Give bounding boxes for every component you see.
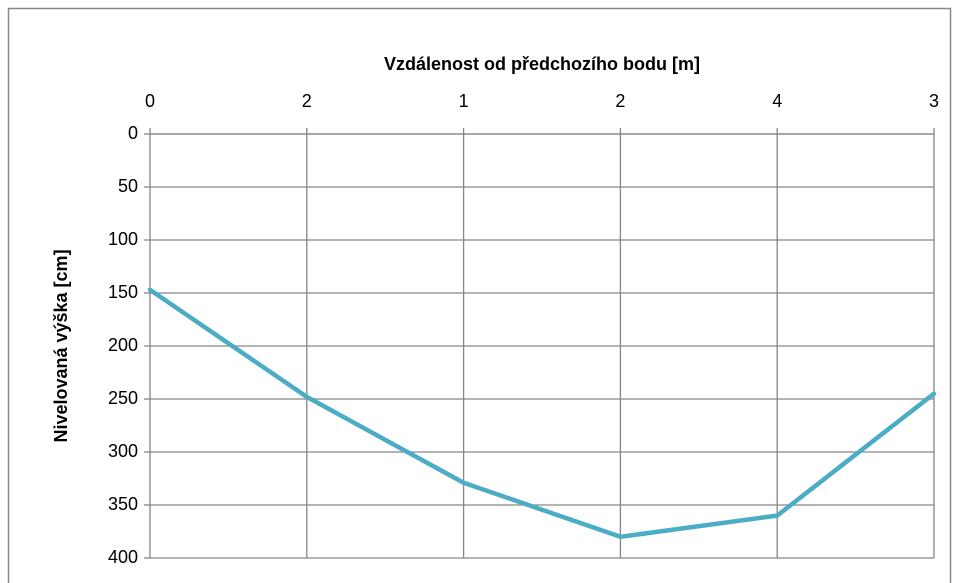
x-tick-label: 2 bbox=[302, 91, 312, 111]
y-tick-label: 0 bbox=[128, 123, 138, 143]
y-tick-label: 400 bbox=[108, 547, 138, 567]
data-line bbox=[147, 287, 937, 540]
y-tick-label: 350 bbox=[108, 494, 138, 514]
y-axis-title: Nivelovaná výška [cm] bbox=[51, 249, 71, 442]
x-tick-label: 2 bbox=[615, 91, 625, 111]
x-tick-label: 1 bbox=[459, 91, 469, 111]
y-tick-label: 100 bbox=[108, 229, 138, 249]
y-tick-label: 250 bbox=[108, 388, 138, 408]
y-tick-label: 50 bbox=[118, 176, 138, 196]
y-tick-label: 200 bbox=[108, 335, 138, 355]
x-tick-label: 3 bbox=[929, 91, 939, 111]
y-tick-label: 300 bbox=[108, 441, 138, 461]
y-tick-label: 150 bbox=[108, 282, 138, 302]
x-axis-title: Vzdálenost od předchozího bodu [m] bbox=[384, 54, 700, 74]
x-tick-label: 4 bbox=[772, 91, 782, 111]
x-tick-label: 0 bbox=[145, 91, 155, 111]
